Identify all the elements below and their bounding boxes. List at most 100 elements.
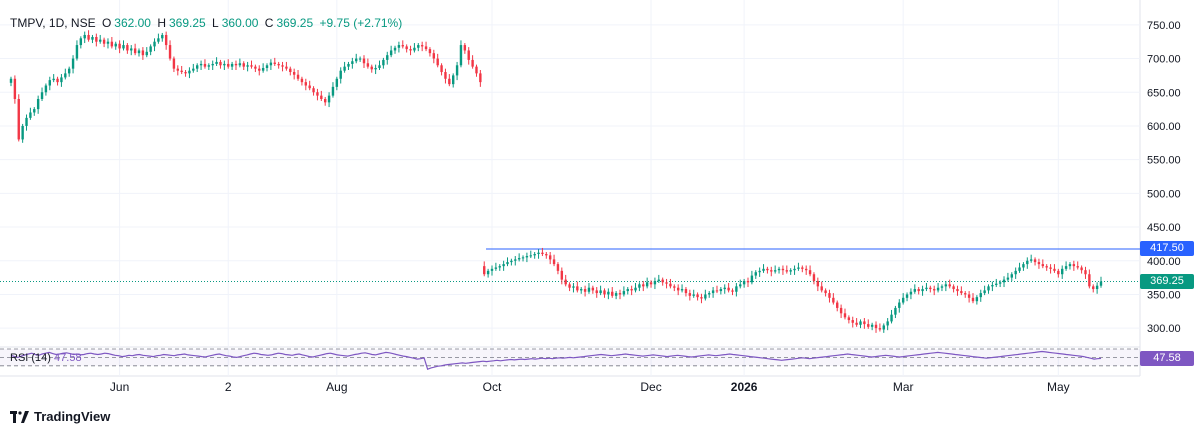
candle [847, 317, 851, 321]
candle [273, 62, 276, 64]
candle [331, 86, 335, 96]
candle [296, 74, 300, 79]
candle [327, 95, 331, 103]
candle [595, 290, 598, 294]
candle [836, 302, 839, 308]
x-tick-label: Dec [640, 380, 661, 394]
candle [1022, 264, 1025, 268]
tradingview-brand[interactable]: TradingView [10, 409, 110, 424]
candle [1045, 266, 1048, 268]
candle [25, 117, 28, 126]
candle [471, 59, 474, 67]
candle [564, 279, 567, 285]
candle [882, 325, 885, 330]
candle [234, 63, 238, 66]
candle [420, 45, 424, 47]
candle [323, 98, 327, 103]
candle [580, 289, 583, 291]
symbol-label[interactable]: TMPV, 1D, NSE [10, 16, 96, 30]
candle [773, 270, 777, 272]
candle [711, 290, 715, 294]
candle [851, 320, 854, 323]
chart-grid [0, 0, 1141, 377]
candle [362, 58, 366, 64]
candle [312, 88, 315, 93]
candle [137, 50, 141, 54]
candle [925, 287, 928, 290]
candle [91, 36, 94, 40]
candle [599, 290, 602, 294]
candle [145, 51, 148, 56]
y-tick-label: 300.00 [1147, 323, 1181, 335]
candle [987, 286, 990, 291]
candle [533, 254, 536, 256]
candle [48, 80, 51, 86]
candle [393, 47, 397, 51]
candle [126, 45, 129, 51]
candle [413, 47, 416, 51]
candle [17, 98, 20, 140]
candle [1049, 267, 1052, 269]
candle [29, 112, 32, 118]
candle [1053, 268, 1056, 271]
candle [933, 289, 936, 291]
rsi-name: RSI (14) [10, 352, 51, 364]
candle [192, 68, 195, 71]
open-label: O [101, 16, 112, 30]
candle [793, 268, 796, 271]
rsi-legend[interactable]: RSI (14) 47.58 [10, 352, 82, 364]
candle [766, 268, 769, 271]
candle [21, 125, 24, 140]
candle [708, 293, 711, 295]
candle [921, 289, 924, 292]
candle [552, 259, 556, 265]
candle [71, 58, 75, 69]
candle [781, 268, 785, 271]
candle [704, 294, 707, 299]
x-tick-label: Mar [893, 380, 914, 394]
candle [316, 92, 319, 96]
candle [56, 78, 59, 83]
last-price-tag: 369.25 [1140, 273, 1194, 289]
candle [358, 58, 362, 60]
candle [95, 36, 98, 42]
candle [952, 286, 955, 290]
candle [855, 322, 858, 325]
candle [308, 85, 311, 89]
candle [645, 282, 649, 287]
candle [1072, 264, 1076, 267]
candle [808, 270, 812, 275]
candle [33, 109, 36, 113]
candle [195, 65, 199, 69]
price-axis[interactable]: 300.00 350.00 400.00 450.00 500.00 550.00 600.… [1147, 20, 1181, 335]
candle [1057, 270, 1060, 275]
candle [347, 63, 350, 67]
candle [370, 66, 373, 70]
candle [215, 61, 218, 64]
candle [168, 45, 172, 59]
candle [964, 293, 967, 295]
candle [122, 45, 125, 49]
candle [956, 289, 959, 292]
candle [118, 43, 121, 49]
candlestick-series[interactable] [9, 30, 1103, 333]
rsi-pane[interactable] [0, 348, 1140, 370]
candle [106, 41, 110, 44]
y-tick-label: 550.00 [1147, 155, 1181, 167]
candle [867, 324, 870, 327]
candle [230, 63, 234, 67]
candle [130, 48, 133, 51]
candle [351, 61, 354, 64]
time-axis[interactable]: Jun2AugOctDec2026MarMayJul [110, 380, 1200, 394]
candle [591, 287, 595, 291]
y-tick-label: 450.00 [1147, 222, 1181, 234]
candle [894, 307, 897, 315]
candle [634, 287, 637, 291]
candle [537, 252, 540, 255]
candle [971, 297, 975, 302]
candle [223, 63, 226, 66]
candle [991, 285, 994, 287]
candle [211, 63, 214, 66]
candle [386, 55, 389, 60]
